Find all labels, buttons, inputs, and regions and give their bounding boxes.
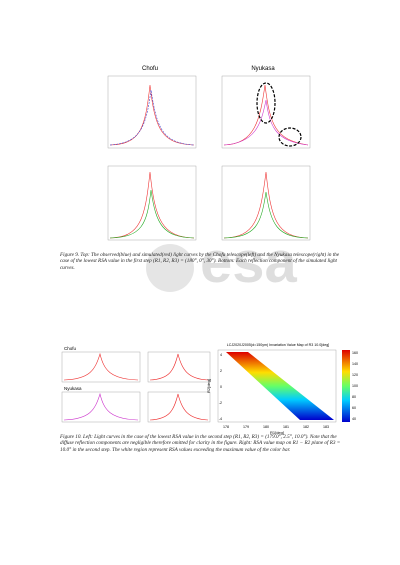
panel-title: Chofu [64, 346, 77, 351]
x-tick-label: 180 [263, 425, 269, 429]
caption: Figure 9. Top: The observed(blue) and si… [60, 252, 340, 271]
ticks: 178 179 180 181 182 183 4 2 0 -2 -4 160 140 120 100 80 6… [219, 351, 358, 429]
colorbar-tick-label: 80 [352, 395, 356, 399]
annotation-ellipses [256, 82, 302, 147]
light-curves [63, 84, 309, 421]
panel-title: Nyukasa [64, 386, 82, 391]
y-tick-label: -4 [219, 417, 222, 421]
caption: Figure 10. Left: Light curves in the cas… [60, 434, 341, 453]
heatmap [226, 352, 334, 420]
map-title: LCJ2020J2005(d=150ym) Invariation Value … [227, 343, 330, 347]
colorbar [342, 350, 350, 422]
x-tick-label: 183 [323, 425, 329, 429]
colorbar-tick-label: 100 [352, 384, 358, 388]
panel-title: Chofu [142, 66, 158, 72]
y-tick-label: 2 [220, 369, 222, 373]
y-tick-label: 0 [220, 385, 222, 389]
x-tick-label: 179 [243, 425, 249, 429]
x-label: R1[deg] [270, 430, 284, 435]
x-tick-label: 178 [223, 425, 229, 429]
y-tick-label: 4 [220, 353, 222, 357]
x-tick-label: 181 [283, 425, 289, 429]
colorbar-tick-label: 140 [352, 362, 358, 366]
plot-frames [61, 75, 311, 423]
colorbar-tick-label: 60 [352, 406, 356, 410]
y-tick-label: -2 [219, 401, 222, 405]
x-tick-label: 182 [303, 425, 309, 429]
watermark-logo [146, 244, 194, 292]
y-label: R2[deg] [206, 379, 211, 393]
colorbar-tick-label: 40 [352, 417, 356, 421]
watermark: esa [200, 230, 298, 295]
colorbar-tick-label: 120 [352, 373, 358, 377]
colorbar-tick-label: 160 [352, 351, 358, 355]
panel-title: Nyukasa [251, 66, 275, 72]
